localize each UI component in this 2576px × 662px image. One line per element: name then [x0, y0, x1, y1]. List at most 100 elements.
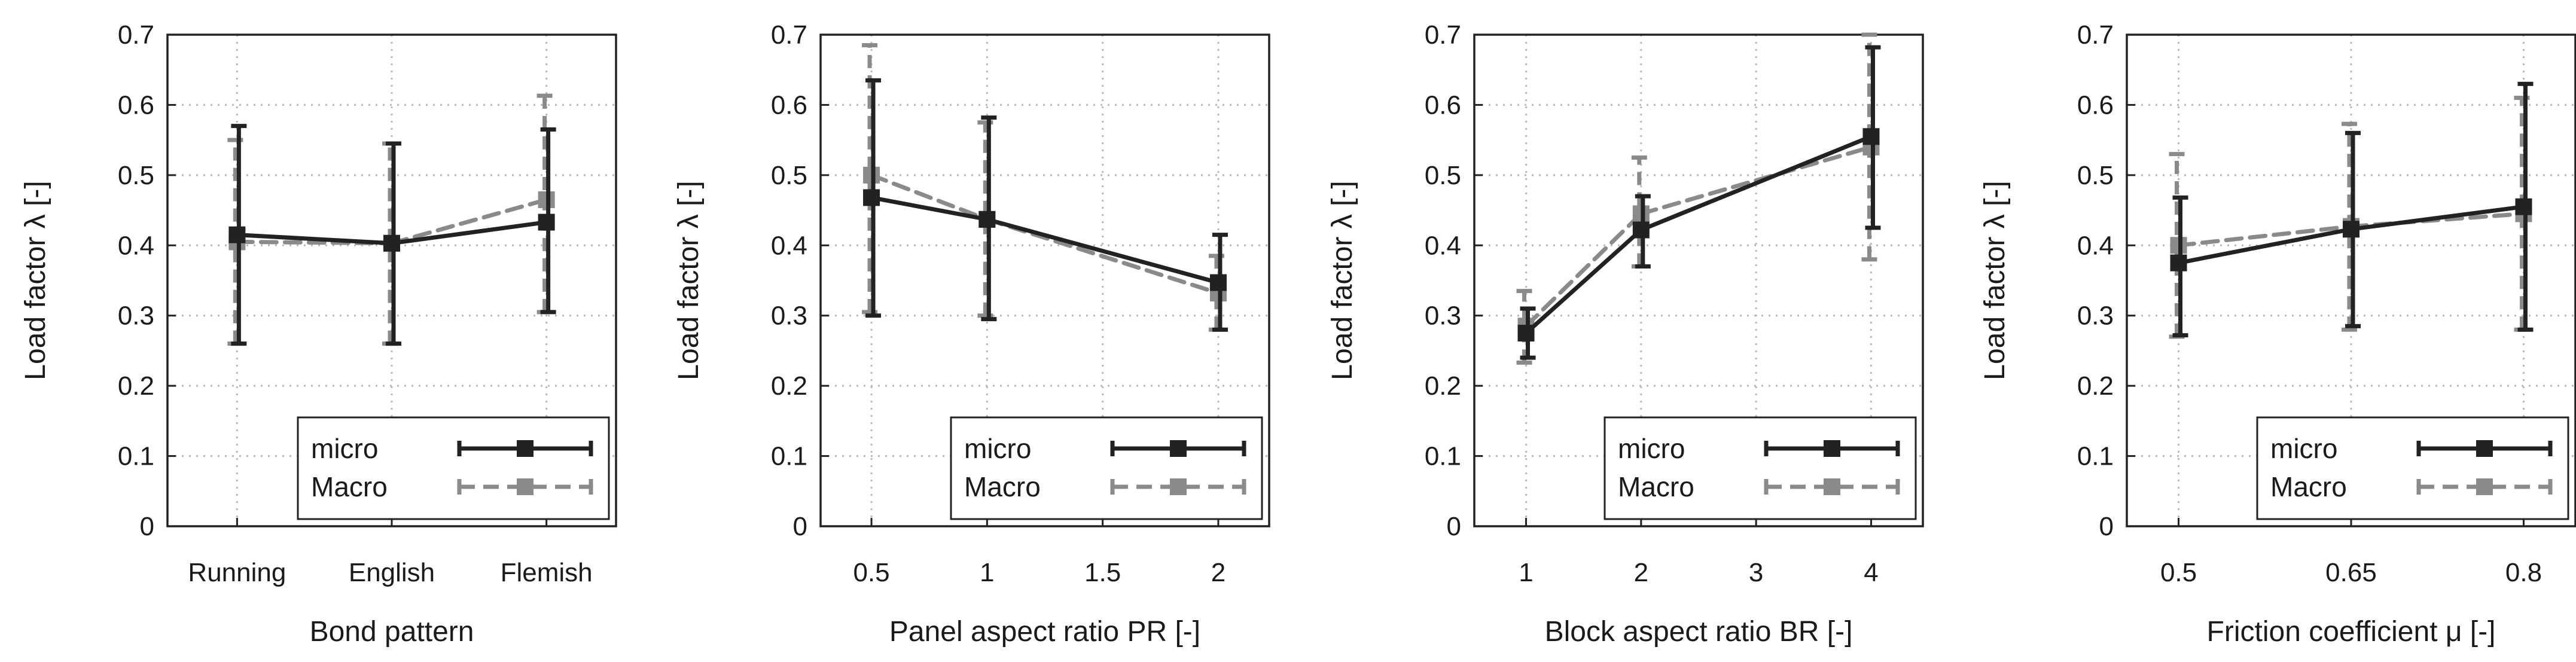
series-micro — [228, 124, 556, 346]
y-tick-label: 0.6 — [771, 90, 807, 120]
series-line-segment — [389, 197, 549, 246]
x-axis-title: Panel aspect ratio PR [-] — [889, 616, 1200, 648]
data-point-marker — [2515, 198, 2532, 215]
legend: micro Macro — [297, 416, 610, 520]
series-micro — [863, 78, 1228, 332]
legend-marker — [1824, 440, 1840, 457]
legend-marker — [1824, 478, 1840, 495]
legend-label: micro — [964, 433, 1031, 464]
x-tick-label: 1.5 — [1084, 558, 1121, 587]
legend: micro Macro — [950, 416, 1263, 520]
y-tick-label: 0.7 — [2077, 20, 2114, 50]
legend-item-macro: Macro — [311, 471, 593, 502]
x-tick-label: 2 — [1211, 558, 1225, 587]
y-tick-label: 0.1 — [2077, 442, 2114, 471]
x-tick-label: 1 — [1519, 558, 1533, 587]
data-point-marker — [1632, 221, 1650, 239]
y-tick-label: 0.7 — [771, 20, 807, 50]
x-tick-label: 2 — [1634, 558, 1648, 587]
series-line-segment — [1524, 211, 1644, 328]
chart-panel-1: 0 0.1 0.2 0.3 0.4 0.5 0.6 0.7 Running English Flem… — [20, 20, 617, 648]
y-tick-label: 0.2 — [118, 371, 154, 401]
y-tick-label: 0.5 — [1425, 161, 1461, 190]
legend-label: Macro — [311, 471, 388, 502]
y-axis-title: Load factor λ [-] — [20, 181, 51, 380]
legend-label: Macro — [1618, 471, 1694, 502]
series-line-segment — [869, 173, 989, 222]
y-tick-label: 0.2 — [1425, 371, 1461, 401]
legend: micro Macro — [2256, 416, 2569, 520]
y-tick-label: 0 — [140, 512, 154, 541]
plot-frame — [2126, 33, 2576, 527]
y-tick-label: 0.4 — [1425, 231, 1461, 260]
y-tick-label: 0.6 — [2077, 90, 2114, 120]
legend-marker — [517, 478, 534, 495]
chart-panel-2: 0 0.1 0.2 0.3 0.4 0.5 0.6 0.7 0.5 1 1.5 2 Panel aspe… — [673, 20, 1270, 648]
data-point-marker — [978, 211, 996, 228]
legend-item-macro: Macro — [964, 471, 1246, 502]
legend-box — [950, 416, 1263, 520]
data-point-marker — [383, 234, 400, 252]
y-tick-label: 0.5 — [118, 161, 154, 190]
series-macro — [862, 43, 1227, 332]
x-tick-label: 3 — [1749, 558, 1763, 587]
data-point-marker — [2343, 221, 2359, 238]
y-tick-label: 0 — [2099, 512, 2114, 541]
series-line-segment — [2176, 224, 2354, 248]
plot-frame — [166, 33, 617, 527]
y-tick-label: 0.6 — [1425, 90, 1461, 120]
series-line-segment — [869, 195, 989, 222]
legend-marker — [2476, 440, 2493, 457]
legend-marker — [1170, 440, 1187, 457]
legend-box — [2256, 416, 2569, 520]
x-axis-title: Block aspect ratio BR [-] — [1545, 616, 1853, 648]
y-tick-label: 0.2 — [771, 371, 807, 401]
legend-label: micro — [311, 433, 378, 464]
y-tick-label: 0.1 — [1425, 442, 1461, 471]
data-point-marker — [228, 226, 246, 243]
y-tick-label: 0.4 — [771, 231, 807, 260]
series-line-segment — [234, 233, 394, 246]
y-axis-title: Load factor λ [-] — [1327, 181, 1358, 380]
data-point-marker — [1517, 325, 1535, 342]
y-axis-title: Load factor λ [-] — [673, 181, 705, 380]
series-line-segment — [984, 217, 1221, 285]
series-line-segment — [1639, 134, 1873, 232]
legend-item-micro: micro — [964, 433, 1246, 464]
y-axis-title: Load factor λ [-] — [1979, 181, 2011, 380]
y-tick-label: 0.2 — [2077, 371, 2114, 401]
data-point-marker — [2170, 254, 2187, 271]
y-tick-label: 0.3 — [1425, 301, 1461, 331]
y-tick-label: 0 — [793, 512, 807, 541]
legend-item-micro: micro — [2270, 433, 2553, 464]
data-point-marker — [1209, 274, 1227, 291]
x-tick-label: 1 — [980, 558, 994, 587]
data-point-marker — [1862, 128, 1880, 145]
legend-label: Macro — [2270, 471, 2347, 502]
y-tick-label: 0.7 — [1425, 20, 1461, 50]
y-tick-label: 0.5 — [2077, 161, 2114, 190]
x-axis-title: Bond pattern — [310, 616, 474, 648]
x-tick-label: Running — [188, 558, 286, 587]
legend-item-micro: micro — [1618, 433, 1900, 464]
legend-item-micro: micro — [311, 433, 593, 464]
y-tick-label: 0.4 — [118, 231, 154, 260]
series-line-segment — [2349, 205, 2526, 231]
legend: micro Macro — [1603, 416, 1917, 520]
y-tick-label: 0.3 — [771, 301, 807, 331]
x-tick-label: English — [349, 558, 435, 587]
y-tick-label: 0 — [1447, 512, 1461, 541]
y-tick-label: 0.1 — [771, 442, 807, 471]
series-macro — [227, 93, 555, 346]
legend-box — [297, 416, 610, 520]
y-tick-label: 0.3 — [2077, 301, 2114, 331]
legend-box — [1603, 416, 1917, 520]
legend-label: micro — [2270, 433, 2337, 464]
series-line-segment — [1524, 227, 1644, 335]
x-tick-label: 0.5 — [2160, 558, 2197, 587]
plot-frame — [819, 33, 1270, 527]
y-tick-label: 0.5 — [771, 161, 807, 190]
chart-panel-4: 0 0.1 0.2 0.3 0.4 0.5 0.6 0.7 0.5 0.65 0.8 Friction… — [1979, 20, 2576, 648]
x-tick-label: Flemish — [501, 558, 593, 587]
